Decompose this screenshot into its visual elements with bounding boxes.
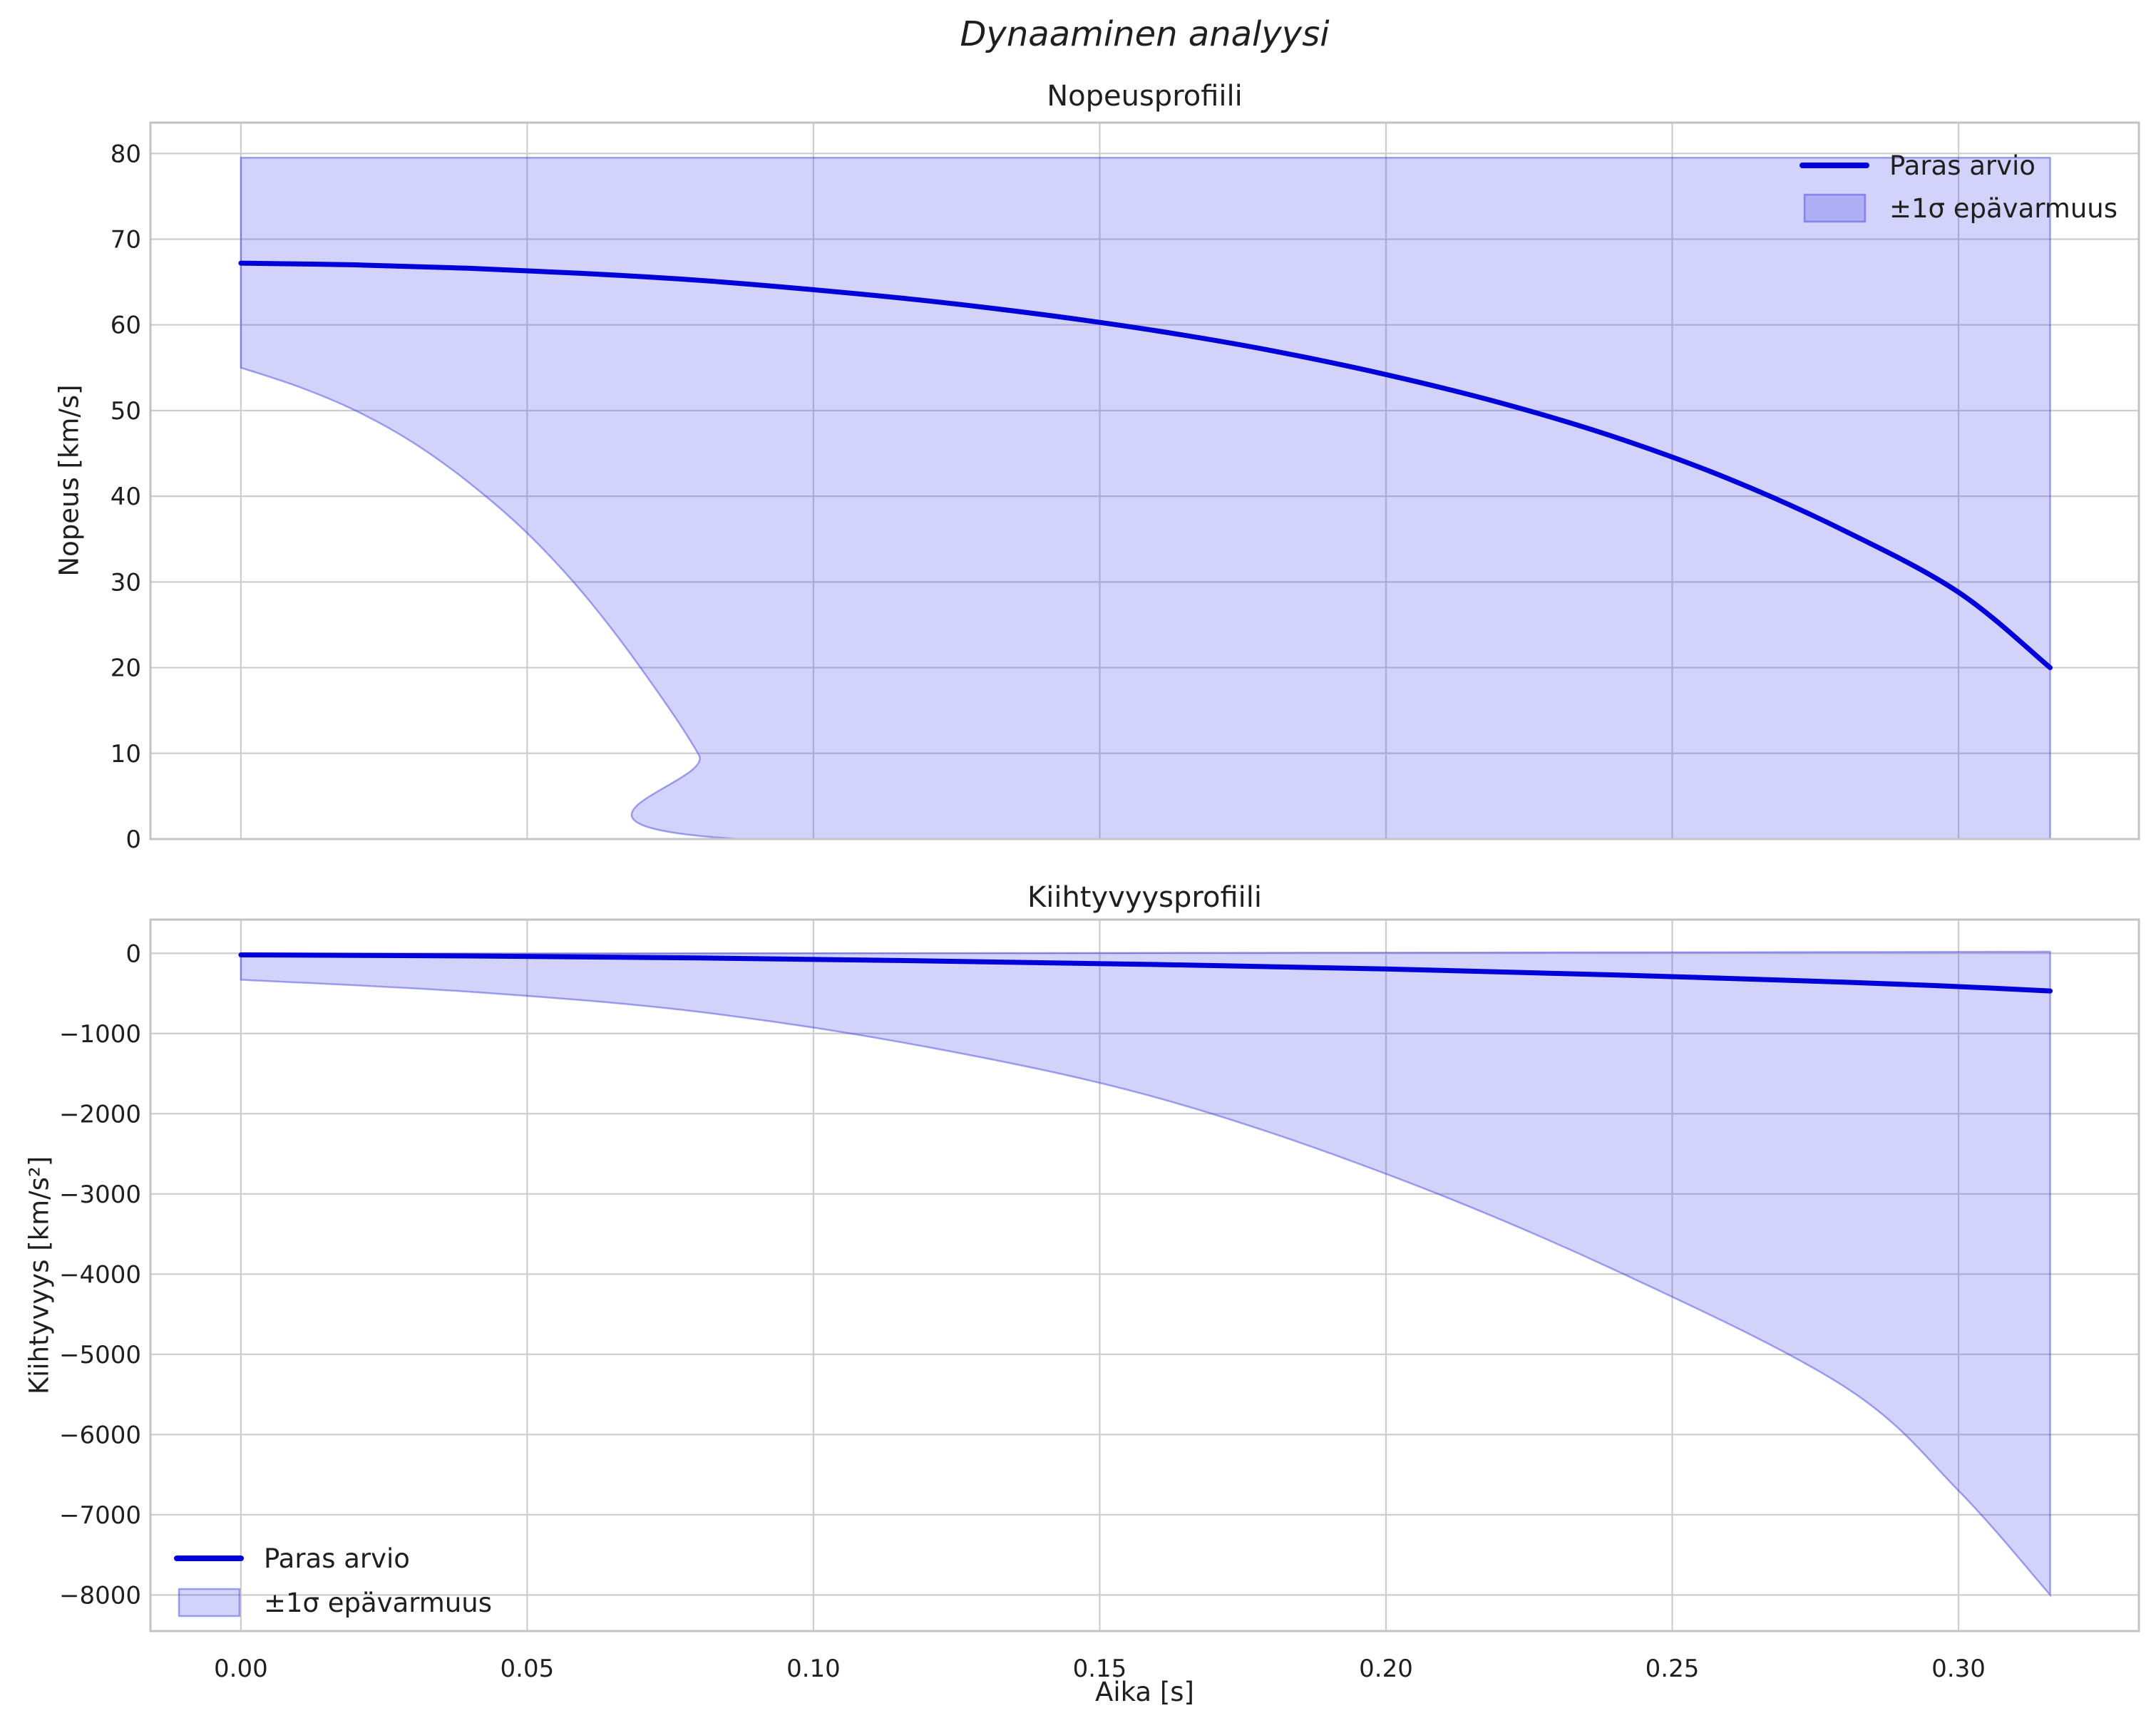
x-tick-label: 0.05 <box>500 1655 555 1683</box>
y-tick-label: 10 <box>111 740 141 768</box>
plot-background <box>150 920 2139 1631</box>
legend: Paras arvio ±1σ epävarmuus <box>1800 150 2118 224</box>
axes-spines <box>149 918 2140 1632</box>
legend: Paras arvio ±1σ epävarmuus <box>174 1543 492 1618</box>
legend-band-sample <box>1803 193 1867 223</box>
figure-title: Dynaaminen analyysi <box>960 14 1330 54</box>
x-tick-label: 0.00 <box>214 1655 268 1683</box>
velocity-plot: 0 10 20 30 40 50 60 70 80 Paras arvio ±1σ epävarmu… <box>111 121 2140 854</box>
axes-spines <box>149 121 2140 840</box>
plot-background <box>150 123 2139 839</box>
y-tick-label: −4000 <box>59 1260 141 1289</box>
legend-band-sample <box>178 1588 241 1618</box>
best-estimate-line <box>238 260 2053 671</box>
y-tick-label: −2000 <box>59 1100 141 1128</box>
acceleration-plot: 0 −1000 −2000 −3000 −4000 −5000 −6000 −7000 −800… <box>59 918 2140 1683</box>
gridlines <box>150 920 2139 1631</box>
x-tick-label: 0.20 <box>1359 1655 1413 1683</box>
x-tick-label: 0.25 <box>1646 1655 1700 1683</box>
y-tick-label: −3000 <box>59 1181 141 1209</box>
y-tick-label: 60 <box>111 312 141 340</box>
legend-line-label: Paras arvio <box>264 1543 410 1574</box>
y-tick-label: −6000 <box>59 1421 141 1449</box>
velocity-chart-title: Nopeusprofiili <box>1047 80 1243 113</box>
x-axis-label: Aika [s] <box>1095 1677 1194 1707</box>
y-tick-label: −8000 <box>59 1581 141 1610</box>
y-tick-label: 70 <box>111 225 141 254</box>
acceleration-chart-title: Kiihtyvyysprofiili <box>1027 881 1262 914</box>
legend-line-label: Paras arvio <box>1889 150 2036 181</box>
y-tick-label: 0 <box>125 940 141 968</box>
y-tick-label: −5000 <box>59 1341 141 1369</box>
best-estimate-line <box>238 952 2053 994</box>
y-tick-label: −7000 <box>59 1501 141 1530</box>
x-tick-label: 0.10 <box>786 1655 841 1683</box>
y-tick-label: 0 <box>125 826 141 854</box>
y-tick-label: 50 <box>111 397 141 426</box>
y-tick-label: 30 <box>111 568 141 597</box>
uncertainty-band <box>240 157 2051 839</box>
uncertainty-band <box>240 950 2051 1598</box>
y-tick-label: 40 <box>111 483 141 511</box>
legend-band-label: ±1σ epävarmuus <box>1889 193 2118 224</box>
legend-band-label: ±1σ epävarmuus <box>264 1588 492 1618</box>
y-tick-label: −1000 <box>59 1020 141 1049</box>
y-tick-label: 80 <box>111 140 141 168</box>
x-tick-label: 0.30 <box>1931 1655 1986 1683</box>
x-tick-label: 0.15 <box>1073 1655 1127 1683</box>
y-tick-label: 20 <box>111 654 141 683</box>
